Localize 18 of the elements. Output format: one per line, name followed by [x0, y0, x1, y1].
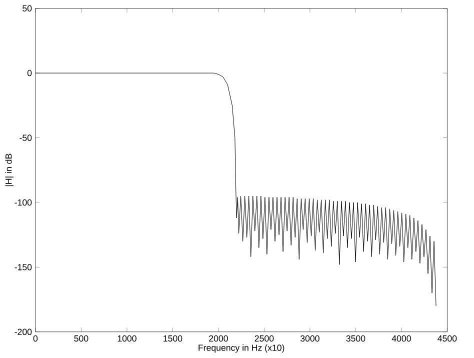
- x-tick-label: 4000: [392, 335, 411, 342]
- y-tick-label: -150: [14, 264, 32, 270]
- x-tick-label: 3500: [346, 335, 366, 342]
- x-tick-label: 2500: [254, 335, 274, 342]
- x-tick-label: 0: [33, 335, 38, 342]
- x-tick-label: 3000: [300, 335, 320, 342]
- x-tick-label: 500: [74, 335, 88, 342]
- x-tick-label: 1500: [164, 335, 182, 342]
- y-tick-label: 0: [27, 70, 32, 76]
- x-tick-label: 1000: [118, 335, 136, 342]
- y-axis-title: |H| in dB: [5, 154, 14, 186]
- x-tick-label: 4500: [438, 335, 457, 342]
- y-tick-label: -200: [14, 328, 32, 336]
- y-tick-label: -50: [20, 134, 32, 141]
- y-tick-label: 50: [22, 5, 32, 12]
- x-tick-label: 2000: [209, 335, 228, 342]
- x-axis-title: Frequency in Hz (x10): [198, 344, 284, 353]
- y-tick-label: -100: [14, 199, 32, 206]
